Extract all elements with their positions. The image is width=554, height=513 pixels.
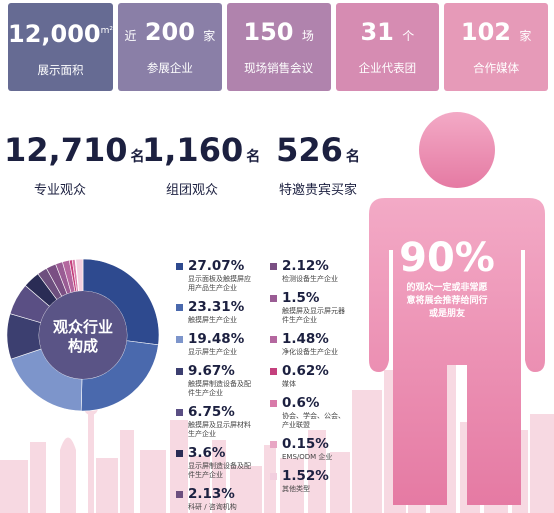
stat-card-exhibitors: 近 200 家 参展企业 [118, 3, 222, 91]
legend-swatch [270, 368, 277, 375]
legend-item: 3.6% 显示屏制造设备及配 件生产企业 [176, 445, 266, 480]
legend-item: 0.15% EMS/ODM 企业 [270, 436, 350, 462]
legend-left: 27.07% 显示面板及触摸屏应 用产品生产企业 23.31% 触摸屏生产企业 19.48… [176, 258, 266, 513]
legend-swatch [176, 491, 183, 498]
legend-swatch [270, 441, 277, 448]
stat-value: 12,000 [8, 19, 101, 48]
recommendation-percent: 90% [399, 235, 495, 281]
visitor-total-group: 1,160 名 组团观众 [142, 131, 261, 198]
legend-swatch [270, 400, 277, 407]
visitor-totals: 12,710 名 专业观众 1,160 名 组团观众 526 名 特邀贵宾买家 [0, 132, 380, 202]
legend-item: 2.12% 检测设备生产企业 [270, 258, 350, 284]
legend-description: 用产品生产企业 [188, 284, 237, 292]
legend-swatch [176, 368, 183, 375]
person-silhouette-graphic [369, 112, 545, 505]
legend-description: 件生产企业 [282, 316, 317, 324]
legend-description: 件生产企业 [188, 471, 223, 479]
legend-item: 27.07% 显示面板及触摸屏应 用产品生产企业 [176, 258, 266, 293]
legend-description: 检测设备生产企业 [282, 275, 338, 283]
legend-description: 媒体 [282, 380, 296, 388]
legend-item: 19.48% 显示屏生产企业 [176, 331, 266, 357]
legend-percent: 1.5% [282, 290, 320, 306]
legend-swatch [176, 409, 183, 416]
legend-percent: 0.15% [282, 436, 329, 452]
legend-right: 2.12% 检测设备生产企业 1.5% 触摸屏及显示屏元器 件生产企业 1.48% 净化设备… [270, 258, 350, 500]
legend-description: 触摸屏及显示屏材料 [188, 421, 251, 429]
stat-label: 参展企业 [146, 61, 193, 75]
stat-card-media: 102 家 合作媒体 [444, 3, 548, 91]
legend-description: 科研 / 咨询机构 [188, 503, 237, 511]
legend-swatch [176, 450, 183, 457]
legend-percent: 0.62% [282, 363, 329, 379]
recommendation-highlight: 90% 的观众一定或非常愿 意将展会推荐给同行 或是朋友 [382, 236, 512, 321]
legend-description: 触摸屏生产企业 [188, 316, 237, 324]
legend-percent: 2.12% [282, 258, 329, 274]
legend-description: 触摸屏及显示屏元器 [282, 307, 345, 315]
legend-description: 显示屏制造设备及配 [188, 462, 251, 470]
legend-swatch [270, 263, 277, 270]
legend-percent: 2.13% [188, 486, 235, 502]
stat-label: 企业代表团 [358, 61, 417, 75]
legend-description: 显示面板及触摸屏应 [188, 275, 251, 283]
donut-title: 观众行业 构成 [52, 318, 113, 355]
legend-percent: 6.75% [188, 404, 235, 420]
legend-percent: 0.6% [282, 395, 320, 411]
stat-value: 200 [144, 18, 195, 46]
visitor-total-vip: 526 名 特邀贵宾买家 [276, 131, 360, 198]
legend-swatch [270, 336, 277, 343]
legend-item: 0.6% 协会、学会、公会、 产业联盟 [270, 395, 350, 430]
stat-label: 现场销售会议 [244, 61, 314, 75]
legend-swatch [270, 295, 277, 302]
stat-value: 150 [243, 18, 294, 46]
legend-item: 1.52% 其他类型 [270, 468, 350, 494]
legend-swatch [176, 336, 183, 343]
legend-item: 2.13% 科研 / 咨询机构 [176, 486, 266, 512]
stat-label: 合作媒体 [473, 61, 520, 75]
legend-description: 其他类型 [282, 485, 310, 493]
industry-donut-chart [6, 258, 160, 412]
stat-cards: 12,000m² 展示面积 近 200 家 参展企业 150 场 现场销售会议 … [8, 3, 548, 91]
legend-percent: 3.6% [188, 445, 226, 461]
legend-description: EMS/ODM 企业 [282, 453, 333, 461]
legend-swatch [270, 473, 277, 480]
stat-card-area: 12,000m² 展示面积 [8, 3, 113, 91]
visitor-total-professional: 12,710 名 专业观众 [4, 131, 145, 198]
stat-value: 102 [460, 18, 511, 46]
legend-item: 0.62% 媒体 [270, 363, 350, 389]
legend-description: 生产企业 [188, 430, 216, 438]
legend-percent: 19.48% [188, 331, 245, 347]
legend-percent: 23.31% [188, 299, 245, 315]
stat-card-meetings: 150 场 现场销售会议 [226, 3, 331, 91]
legend-item: 1.5% 触摸屏及显示屏元器 件生产企业 [270, 290, 350, 325]
legend-description: 产业联盟 [282, 421, 310, 429]
legend-percent: 1.52% [282, 468, 329, 484]
legend-swatch [176, 263, 183, 270]
legend-swatch [176, 304, 183, 311]
stat-label: 展示面积 [37, 62, 84, 77]
donut-center [39, 291, 127, 379]
legend-item: 23.31% 触摸屏生产企业 [176, 299, 266, 325]
legend-item: 1.48% 净化设备生产企业 [270, 331, 350, 357]
legend-item: 9.67% 触摸屏制造设备及配 件生产企业 [176, 363, 266, 398]
legend-description: 净化设备生产企业 [282, 348, 338, 356]
legend-percent: 27.07% [188, 258, 245, 274]
legend-percent: 9.67% [188, 363, 235, 379]
legend-description: 件生产企业 [188, 389, 223, 397]
stat-card-delegations: 31 个 企业代表团 [335, 3, 440, 91]
legend-description: 协会、学会、公会、 [282, 412, 345, 420]
legend-description: 显示屏生产企业 [188, 348, 237, 356]
legend-description: 触摸屏制造设备及配 [188, 380, 251, 388]
legend-item: 6.75% 触摸屏及显示屏材料 生产企业 [176, 404, 266, 439]
legend-percent: 1.48% [282, 331, 329, 347]
stat-value: 31 [360, 18, 394, 46]
